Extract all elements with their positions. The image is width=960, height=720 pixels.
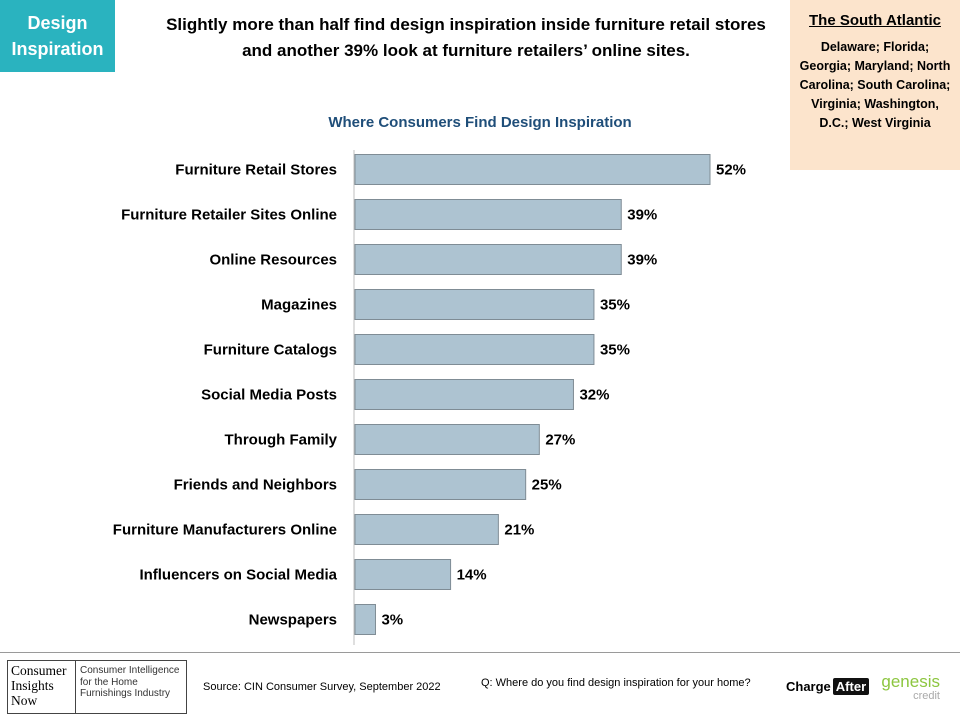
chargeafter-logo-after: After <box>832 678 870 695</box>
logo-word-2: Insights <box>11 678 54 693</box>
category-label-7: Friends and Neighbors <box>174 477 337 494</box>
value-label-5: 32% <box>579 387 609 404</box>
headline: Slightly more than half find design insp… <box>166 15 766 60</box>
value-label-8: 21% <box>504 522 534 539</box>
region-box: The South Atlantic Delaware; Florida; Ge… <box>790 0 960 170</box>
cin-logo-wordmark: Consumer Insights Now <box>8 661 76 713</box>
bar-9 <box>354 559 452 590</box>
value-label-1: 39% <box>627 207 657 224</box>
tagline-line-3: Furnishings Industry <box>80 688 171 699</box>
bar-8 <box>354 514 499 545</box>
region-title: The South Atlantic <box>809 12 941 29</box>
category-label-10: Newspapers <box>249 612 337 629</box>
bar-10 <box>354 604 376 635</box>
survey-question: Q: Where do you find design inspiration … <box>481 677 751 689</box>
bar-1 <box>354 199 622 230</box>
source-note: Source: CIN Consumer Survey, September 2… <box>203 681 441 693</box>
bar-0 <box>354 154 711 185</box>
bar-2 <box>354 244 622 275</box>
category-label-5: Social Media Posts <box>201 387 337 404</box>
chart-title: Where Consumers Find Design Inspiration <box>328 114 632 131</box>
value-label-7: 25% <box>532 477 562 494</box>
chargeafter-logo: Charge After <box>786 678 870 695</box>
bar-5 <box>354 379 574 410</box>
cin-logo: Consumer Insights Now Consumer Intellige… <box>7 660 187 714</box>
genesis-logo-word: genesis <box>881 672 940 691</box>
tagline-line-2: for the Home <box>80 676 138 688</box>
category-label-8: Furniture Manufacturers Online <box>113 522 337 539</box>
bar-3 <box>354 289 595 320</box>
category-label-6: Through Family <box>225 432 338 449</box>
section-tag-line2: Inspiration <box>11 39 104 59</box>
category-label-0: Furniture Retail Stores <box>175 162 337 179</box>
category-label-3: Magazines <box>261 297 337 314</box>
category-label-4: Furniture Catalogs <box>204 342 337 359</box>
bar-chart: Furniture Retail Stores 52% Furniture Reta… <box>113 150 746 645</box>
category-label-2: Online Resources <box>209 252 337 269</box>
value-label-2: 39% <box>627 252 657 269</box>
logo-word-3: Now <box>11 693 38 708</box>
cin-logo-tagline: Consumer Intelligence for the Home Furni… <box>76 661 186 713</box>
value-label-0: 52% <box>716 162 746 179</box>
genesis-logo-credit: credit <box>913 690 940 702</box>
region-states: Delaware; Florida; Georgia; Maryland; No… <box>799 40 951 130</box>
section-tag-line1: Design <box>27 13 88 33</box>
bar-7 <box>354 469 527 500</box>
category-label-1: Furniture Retailer Sites Online <box>121 207 337 224</box>
section-tag: Design Inspiration <box>0 0 115 72</box>
chargeafter-logo-charge: Charge <box>786 679 831 694</box>
value-label-4: 35% <box>600 342 630 359</box>
footer-divider <box>0 652 960 653</box>
bar-6 <box>354 424 540 455</box>
value-label-9: 14% <box>457 567 487 584</box>
category-label-9: Influencers on Social Media <box>139 567 337 584</box>
value-label-6: 27% <box>545 432 575 449</box>
genesis-credit-logo: genesis credit <box>876 672 940 704</box>
tagline-line-1: Consumer Intelligence <box>80 665 180 676</box>
value-label-3: 35% <box>600 297 630 314</box>
bar-4 <box>354 334 595 365</box>
value-label-10: 3% <box>381 612 403 629</box>
logo-word-1: Consumer <box>11 663 67 678</box>
